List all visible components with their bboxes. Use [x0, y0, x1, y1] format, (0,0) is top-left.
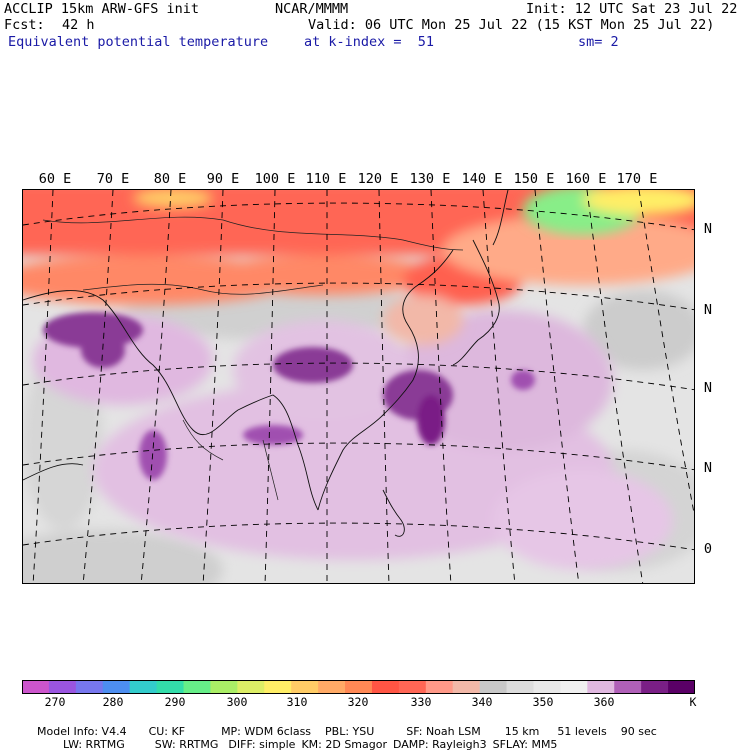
- colorbar-swatch: [291, 680, 319, 694]
- forecast-label: Fcst:: [4, 17, 45, 33]
- graticule: [23, 190, 694, 583]
- valid-time: Valid: 06 UTC Mon 25 Jul 22 (15 KST Mon …: [308, 17, 715, 33]
- colorbar-tick-label: 270: [44, 695, 66, 709]
- country-borders: [42, 216, 464, 501]
- colorbar-swatch: [587, 680, 615, 694]
- footer-item: 15 km: [504, 725, 540, 738]
- colorbar-swatch: [156, 680, 185, 694]
- lon-label: 60 E: [38, 171, 72, 187]
- smoothing-info: sm= 2: [578, 34, 619, 50]
- lon-label: 130 E: [409, 171, 451, 187]
- high-theta-e-cores: [43, 312, 535, 480]
- colorbar-swatch: [237, 680, 265, 694]
- colorbar-swatch: [506, 680, 534, 694]
- colorbar-swatch: [452, 680, 481, 694]
- footer-item: MP: WDM 6class: [221, 725, 312, 738]
- colorbar-swatch: [264, 680, 292, 694]
- colorbar-unit: K: [689, 695, 697, 709]
- colorbar-swatch: [129, 680, 158, 694]
- lon-label: 110 E: [305, 171, 347, 187]
- theta-e-map: [22, 189, 695, 584]
- lat-label: 0: [703, 541, 712, 557]
- lon-label: 80 E: [153, 171, 187, 187]
- colorbar-tick-label: 330: [410, 695, 432, 709]
- colorbar-swatch: [425, 680, 454, 694]
- colorbar-swatch: [318, 680, 346, 694]
- colorbar-tick-label: 280: [102, 695, 124, 709]
- lon-label: 170 E: [616, 171, 658, 187]
- footer-item: Model Info: V4.4: [37, 725, 127, 738]
- footer-item: 51 levels: [557, 725, 607, 738]
- colorbar-tick-label: 290: [164, 695, 186, 709]
- organization-label: NCAR/MMMM: [275, 1, 349, 17]
- colorbar-swatch: [183, 680, 211, 694]
- map-canvas: [23, 190, 694, 583]
- lon-label: 90 E: [206, 171, 240, 187]
- colorbar-swatch: [614, 680, 642, 694]
- forecast-hour: 42 h: [62, 17, 95, 33]
- level-info: at k-index = 51: [304, 34, 435, 50]
- colorbar-tick-label: 360: [593, 695, 615, 709]
- colorbar-swatch: [371, 680, 400, 694]
- colorbar-tick-label: 340: [471, 695, 493, 709]
- colorbar-swatch: [641, 680, 669, 694]
- lon-label: 100 E: [254, 171, 296, 187]
- colorbar-swatch: [345, 680, 373, 694]
- lon-label: 150 E: [513, 171, 555, 187]
- colorbar-swatch: [560, 680, 588, 694]
- colorbar-swatch: [479, 680, 508, 694]
- colorbar-swatch: [22, 680, 50, 694]
- colorbar-swatch: [210, 680, 238, 694]
- colorbar-tick-label: 320: [347, 695, 369, 709]
- init-time: Init: 12 UTC Sat 23 Jul 22: [526, 1, 738, 17]
- colorbar-swatch: [533, 680, 561, 694]
- colorbar-swatch: [48, 680, 77, 694]
- model-title: ACCLIP 15km ARW-GFS init: [4, 1, 200, 17]
- model-info-line1: Model Info: V4.4 CU: KF MP: WDM 6class PBL:…: [30, 712, 657, 738]
- footer-item: SF: Noah LSM: [406, 725, 481, 738]
- footer-item: CU: KF: [148, 725, 186, 738]
- colorbar-swatch: [102, 680, 131, 694]
- lon-label: 70 E: [96, 171, 130, 187]
- colorbar-swatch: [668, 680, 695, 694]
- colorbar-border: [22, 680, 695, 694]
- colorbar-swatch: [75, 680, 104, 694]
- colorbar-tick-label: 350: [532, 695, 554, 709]
- colorbar-swatch: [398, 680, 427, 694]
- colorbar-tick-label: 300: [226, 695, 248, 709]
- northeast-green-band: [133, 190, 694, 235]
- coastlines: [23, 190, 509, 537]
- lon-label: 160 E: [565, 171, 607, 187]
- footer-item: 90 sec: [620, 725, 657, 738]
- field-name: Equivalent potential temperature: [8, 34, 269, 50]
- footer-item: PBL: YSU: [325, 725, 375, 738]
- colorbar-tick-label: 310: [286, 695, 308, 709]
- model-info-line2: LW: RRTMG SW: RRTMG DIFF: simple KM: 2D Sma…: [56, 725, 557, 751]
- lon-label: 140 E: [461, 171, 503, 187]
- colorbar: [22, 680, 695, 694]
- lon-label: 120 E: [357, 171, 399, 187]
